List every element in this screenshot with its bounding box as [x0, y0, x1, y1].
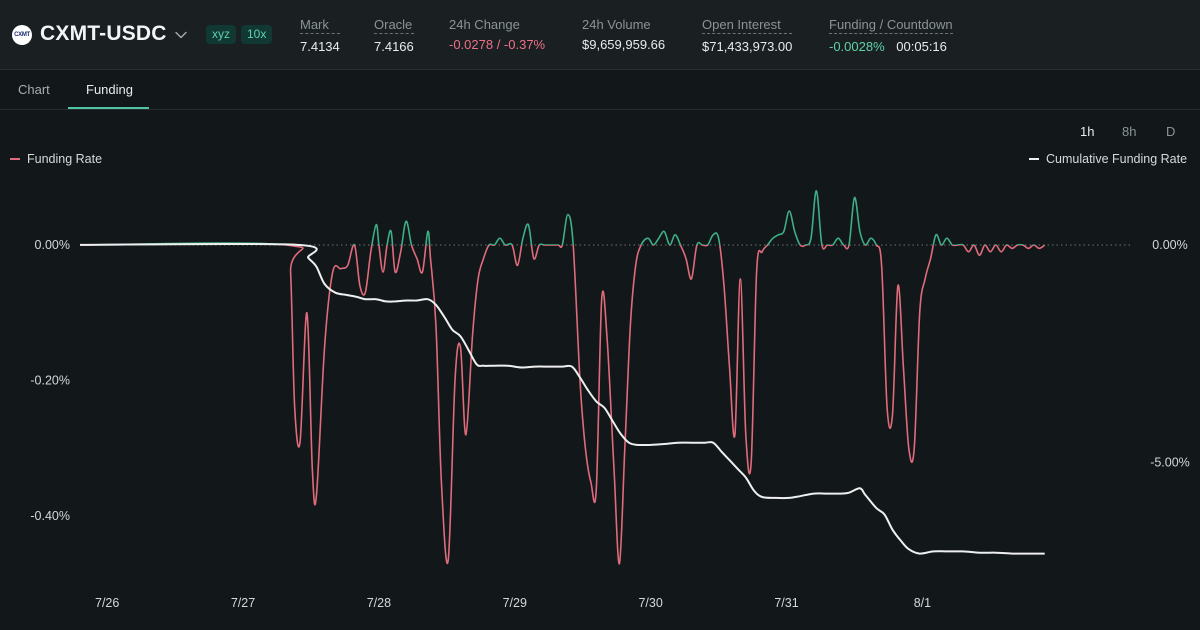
market-symbol[interactable]: CXMT-USDC — [40, 22, 167, 45]
open-interest-stat: Open Interest $71,433,973.00 — [702, 17, 793, 54]
change-label: 24h Change — [449, 17, 520, 32]
mark-label: Mark — [300, 17, 340, 34]
tab-funding[interactable]: Funding — [86, 82, 133, 97]
cxmt-logo-icon: CXMT — [12, 25, 32, 45]
oracle-label: Oracle — [374, 17, 414, 34]
x-axis-tick-label: 7/29 — [503, 596, 527, 610]
x-axis-tick-label: 7/31 — [774, 596, 798, 610]
oracle-value: 7.4166 — [374, 39, 414, 54]
funding-rate-line-positive — [79, 189, 1045, 246]
view-tabs: Chart Funding — [0, 71, 1200, 110]
cumulative-funding-line — [79, 242, 1045, 555]
dex-badge: xyz — [206, 25, 236, 44]
right-axis-tick-label: 0.00% — [1152, 238, 1187, 252]
legend-cumulative-label: Cumulative Funding Rate — [1046, 152, 1188, 166]
x-axis-tick-label: 7/30 — [638, 596, 662, 610]
legend-funding-rate: Funding Rate — [10, 152, 102, 166]
mark-value: 7.4134 — [300, 39, 340, 54]
x-axis-tick-label: 8/1 — [914, 596, 931, 610]
oracle-price-stat: Oracle 7.4166 — [374, 17, 414, 54]
volume-label: 24h Volume — [582, 17, 651, 32]
chevron-down-icon[interactable] — [174, 28, 188, 42]
legend-cumulative-funding: Cumulative Funding Rate — [1029, 152, 1187, 166]
x-axis-tick-label: 7/27 — [231, 596, 255, 610]
left-axis-tick-label: -0.20% — [30, 374, 70, 388]
active-tab-indicator — [68, 107, 149, 109]
x-axis-tick-label: 7/28 — [367, 596, 391, 610]
funding-stat: Funding / Countdown -0.0028% 00:05:16 — [829, 17, 953, 54]
open-interest-label: Open Interest — [702, 17, 793, 34]
left-axis-tick-label: -0.40% — [30, 509, 70, 523]
funding-countdown: 00:05:16 — [896, 39, 947, 54]
left-axis-tick-label: 0.00% — [35, 238, 70, 252]
volume-stat: 24h Volume $9,659,959.66 — [582, 17, 665, 52]
funding-values: -0.0028% 00:05:16 — [829, 39, 953, 54]
legend-cumulative-swatch — [1029, 158, 1039, 160]
market-header: CXMT CXMT-USDC xyz 10x Mark 7.4134 Oracl… — [0, 0, 1200, 70]
tab-chart[interactable]: Chart — [18, 82, 50, 97]
volume-value: $9,659,959.66 — [582, 37, 666, 52]
funding-label: Funding / Countdown — [829, 17, 953, 34]
interval-8h-button[interactable]: 8h — [1122, 124, 1137, 139]
mark-price-stat: Mark 7.4134 — [300, 17, 340, 54]
leverage-badge[interactable]: 10x — [241, 25, 273, 44]
open-interest-value: $71,433,973.00 — [702, 39, 793, 54]
legend-funding-rate-swatch — [10, 158, 20, 160]
interval-day-button[interactable]: D — [1166, 124, 1176, 139]
change-stat: 24h Change -0.0278 / -0.37% — [449, 17, 545, 52]
x-axis-tick-label: 7/26 — [95, 596, 119, 610]
change-value: -0.0278 / -0.37% — [449, 37, 546, 52]
right-axis-tick-label: -5.00% — [1150, 455, 1190, 469]
funding-rate-line-negative — [80, 245, 1046, 565]
legend-funding-rate-label: Funding Rate — [27, 152, 103, 166]
funding-rate-value: -0.0028% — [829, 39, 885, 54]
interval-1h-button[interactable]: 1h — [1080, 124, 1095, 139]
